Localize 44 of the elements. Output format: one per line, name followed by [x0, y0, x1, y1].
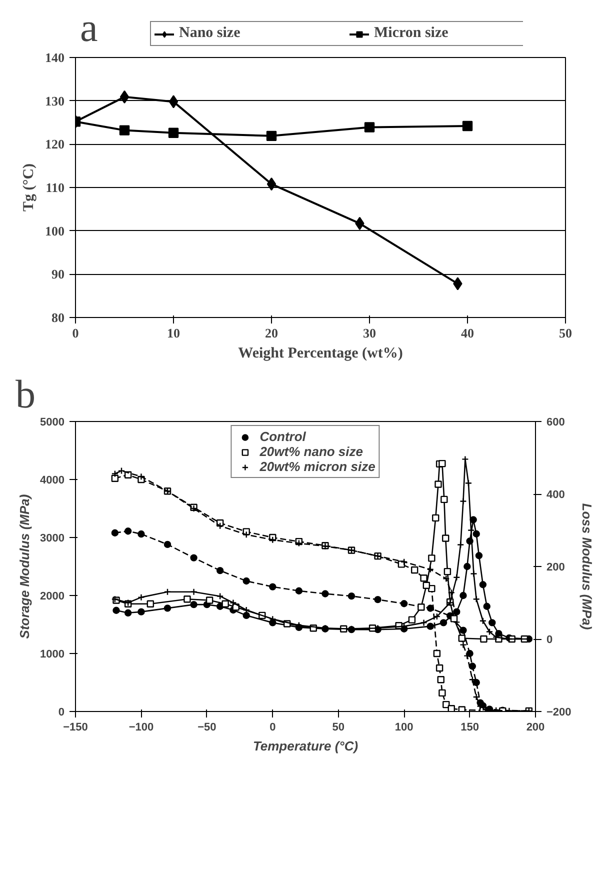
x-tick-label: 100: [394, 722, 414, 734]
y-axis-title: Storage Modulus (MPa): [17, 494, 32, 639]
x-axis-title: Temperature (°C): [252, 738, 358, 754]
text: a: [80, 4, 98, 50]
y2-tick-label: 200: [546, 562, 565, 574]
y2-tick-label: 400: [546, 489, 565, 501]
x-tick-label: 150: [460, 722, 479, 734]
x-tick-label: 40: [461, 326, 474, 340]
y2-tick-label: −200: [546, 706, 572, 718]
y-tick-label: 100: [45, 223, 64, 238]
y-tick-label: 120: [45, 136, 64, 152]
y-axis-title: Tg (°C): [21, 163, 37, 212]
y-tick-label: 0: [58, 706, 65, 718]
x-tick-label: 50: [332, 722, 344, 734]
y2-tick-label: 0: [546, 634, 553, 646]
legend-label: Micron size: [374, 25, 450, 42]
y-tick-label: 3000: [40, 532, 65, 544]
x-tick-label: −100: [128, 722, 154, 734]
y2-axis-title: Loss Modulus (MPa): [579, 503, 594, 630]
x-tick-label: −150: [63, 722, 88, 734]
legend-label: Control: [260, 429, 306, 444]
y-tick-label: 110: [46, 180, 65, 195]
y-tick-label: 140: [45, 50, 64, 65]
y-tick-label: 130: [45, 93, 64, 108]
x-tick-label: 20: [265, 326, 278, 340]
legend-label: 20wt% micron size: [260, 459, 376, 474]
y-tick-label: 1000: [40, 648, 65, 660]
x-tick-label: 0: [72, 326, 79, 340]
y-tick-label: 4000: [40, 474, 65, 486]
y-tick-label: 90: [52, 266, 64, 282]
legend-label: Nano size: [179, 25, 242, 42]
x-tick-label: 0: [270, 722, 276, 734]
x-axis-title: Weight Percentage (wt%): [238, 346, 403, 362]
x-tick-label: 10: [167, 326, 180, 340]
y-tick-label: 2000: [40, 590, 65, 602]
x-tick-label: 30: [363, 326, 376, 340]
x-tick-label: 50: [559, 326, 572, 340]
x-tick-label: 200: [526, 722, 545, 734]
y-tick-label: 5000: [40, 416, 65, 428]
legend-label: 20wt% nano size: [260, 444, 364, 459]
x-tick-label: −50: [198, 722, 216, 734]
y2-tick-label: 600: [546, 416, 565, 428]
text: b: [16, 372, 36, 416]
y-tick-label: 80: [52, 310, 64, 325]
